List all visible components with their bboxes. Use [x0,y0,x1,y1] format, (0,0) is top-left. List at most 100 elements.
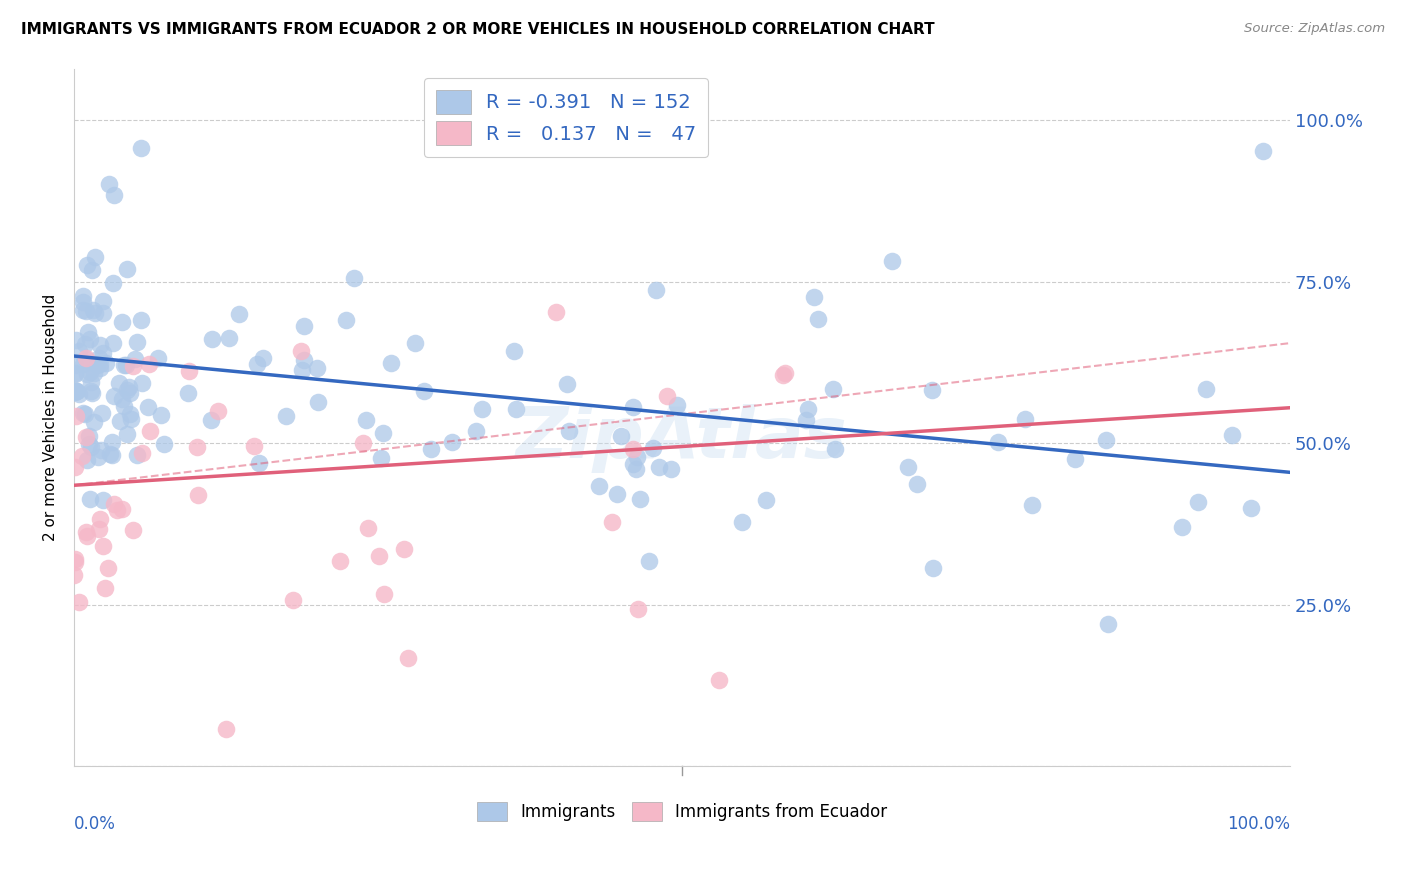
Point [905,477,928,491]
Point [1095,433,1118,447]
Point [307,394,329,409]
Text: ZipAtlas: ZipAtlas [516,404,848,473]
Point [215,723,238,737]
Point [65,384,87,399]
Point [354,413,377,427]
Point [79,365,101,379]
Point [112,400,135,414]
Point [252,351,274,365]
Point [371,425,394,440]
Point [94,356,117,370]
Point [803,290,825,304]
Point [103,388,125,402]
Point [103,497,125,511]
Point [775,367,797,381]
Point [153,436,176,450]
Point [544,305,567,319]
Legend: Immigrants, Immigrants from Ecuador: Immigrants, Immigrants from Ecuador [470,796,894,828]
Point [115,383,138,397]
Point [65,384,87,398]
Point [73,337,96,351]
Point [1021,499,1043,513]
Point [76,367,98,381]
Point [89,337,111,351]
Point [200,412,222,426]
Point [75,407,97,421]
Point [187,488,209,502]
Point [1097,616,1119,631]
Point [72,406,94,420]
Point [89,357,111,371]
Point [87,351,110,365]
Point [72,295,94,310]
Point [87,450,110,465]
Point [897,460,920,475]
Point [121,359,143,374]
Point [396,651,419,665]
Point [357,521,380,535]
Point [329,554,352,568]
Point [709,673,731,687]
Point [380,356,402,370]
Point [80,384,103,398]
Point [115,426,138,441]
Point [368,549,391,563]
Point [794,413,817,427]
Point [91,306,114,320]
Point [63,366,86,380]
Point [1220,427,1243,442]
Point [111,392,134,406]
Point [82,303,104,318]
Point [606,486,628,500]
Point [80,440,103,454]
Point [76,258,98,272]
Point [824,442,846,456]
Point [731,515,754,529]
Point [666,398,689,412]
Point [370,451,392,466]
Point [76,352,98,367]
Point [82,263,104,277]
Point [440,435,463,450]
Point [150,409,173,423]
Point [129,141,152,155]
Point [76,528,98,542]
Point [118,380,141,394]
Point [274,409,297,424]
Point [807,311,830,326]
Point [335,313,357,327]
Point [91,539,114,553]
Point [1063,451,1085,466]
Point [207,404,229,418]
Text: Source: ZipAtlas.com: Source: ZipAtlas.com [1244,22,1385,36]
Point [91,293,114,308]
Point [124,352,146,367]
Point [75,351,97,366]
Point [600,515,623,529]
Point [63,460,86,475]
Point [63,555,86,569]
Point [79,429,101,443]
Point [101,448,124,462]
Point [72,357,94,371]
Point [626,450,648,464]
Point [292,318,315,333]
Point [186,440,208,454]
Point [125,335,148,350]
Point [120,412,142,426]
Point [115,358,138,372]
Point [90,442,112,457]
Point [79,437,101,451]
Point [103,188,125,202]
Point [648,459,671,474]
Point [627,602,650,616]
Point [247,456,270,470]
Point [921,384,943,398]
Point [65,384,87,399]
Point [63,568,86,582]
Point [138,357,160,371]
Point [108,414,131,428]
Point [94,582,117,596]
Point [392,541,415,556]
Point [1195,382,1218,396]
